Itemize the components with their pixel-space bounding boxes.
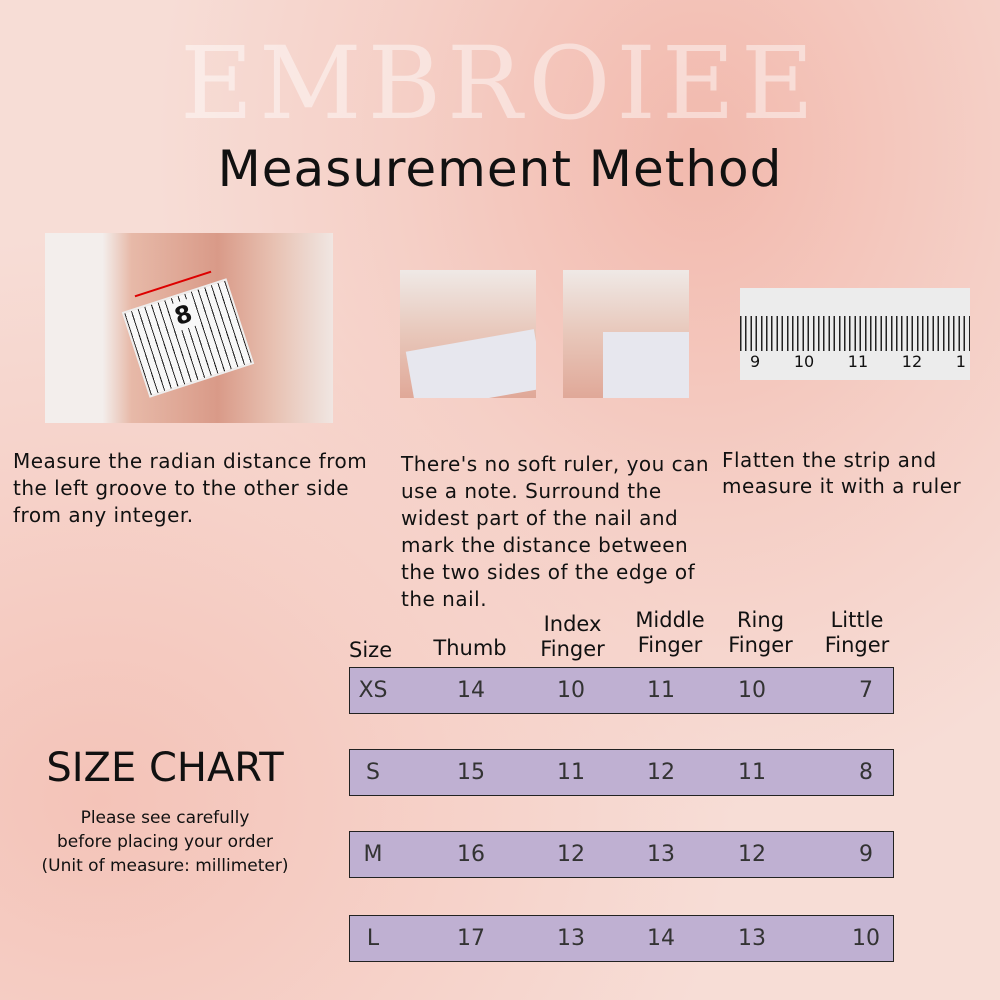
cell: 17 (457, 926, 485, 951)
size-row-xs: XS 14 10 11 10 7 (349, 667, 894, 714)
cell: 10 (557, 678, 585, 703)
page-title: Measurement Method (217, 140, 783, 198)
cell: 13 (647, 842, 675, 867)
cell: XS (358, 678, 388, 703)
cell: S (366, 760, 380, 785)
cell: 16 (457, 842, 485, 867)
step-1-caption: Measure the radian distance from the lef… (13, 449, 368, 527)
cell: 15 (457, 760, 485, 785)
note-line: Please see carefully (80, 808, 250, 828)
ruler-number: 1 (955, 352, 966, 371)
cell: M (363, 842, 383, 867)
cell: 12 (738, 842, 766, 867)
note-line: before placing your order (56, 832, 274, 852)
brand-watermark: EMBROIEE (180, 25, 820, 142)
ruler-number: 10 (793, 352, 815, 371)
size-chart-note: Please see carefully before placing your… (0, 806, 330, 878)
header-index: Index Finger (540, 612, 605, 661)
photo-ruler: 9 10 11 12 1 (740, 288, 970, 380)
cell: 11 (557, 760, 585, 785)
note-line: (Unit of measure: millimeter) (41, 856, 289, 876)
cell: 7 (859, 678, 873, 703)
size-chart-title: SIZE CHART (46, 745, 284, 791)
cell: 8 (859, 760, 873, 785)
ruler-number: 12 (901, 352, 923, 371)
step-2-caption: There's no soft ruler, you can use a not… (401, 452, 710, 611)
cell: 9 (859, 842, 873, 867)
cell: 14 (457, 678, 485, 703)
cell: 13 (738, 926, 766, 951)
header-ring: Ring Finger (728, 608, 793, 657)
size-row-s: S 15 11 12 11 8 (349, 749, 894, 796)
cell: 10 (738, 678, 766, 703)
size-row-l: L 17 13 14 13 10 (349, 915, 894, 962)
cell: 12 (647, 760, 675, 785)
cell: 10 (852, 926, 880, 951)
header-little: Little Finger (824, 608, 890, 657)
photo-note-wrap-1 (400, 270, 536, 398)
header-size: Size (349, 638, 393, 662)
photo-thumb-measure: 8 (45, 233, 333, 423)
cell: 11 (738, 760, 766, 785)
cell: 14 (647, 926, 675, 951)
cell: 11 (647, 678, 675, 703)
size-row-m: M 16 12 13 12 9 (349, 831, 894, 878)
cell: 12 (557, 842, 585, 867)
cell: 13 (557, 926, 585, 951)
header-thumb: Thumb (433, 636, 507, 660)
photo-note-wrap-2 (563, 270, 689, 398)
ruler-number: 11 (847, 352, 869, 371)
step-3-caption: Flatten the strip and measure it with a … (722, 448, 962, 498)
header-middle: Middle Finger (635, 608, 705, 657)
ruler-number: 9 (750, 352, 761, 371)
cell: L (366, 926, 380, 951)
